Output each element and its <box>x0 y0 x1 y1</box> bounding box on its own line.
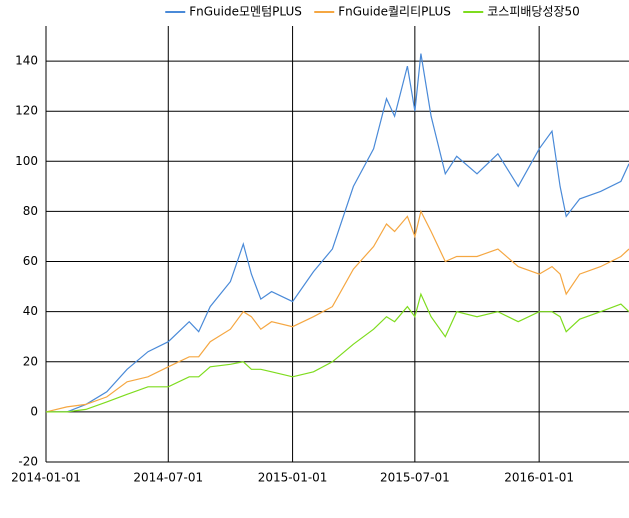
y-tick-label: 120 <box>15 104 38 118</box>
y-tick-label: 40 <box>23 304 38 318</box>
series-line <box>46 53 629 413</box>
x-tick-label: 2015-07-01 <box>380 471 450 485</box>
legend-label: 코스피배당성장50 <box>487 5 580 19</box>
series-line <box>46 292 629 413</box>
y-tick-label: 140 <box>15 54 38 68</box>
x-tick-label: 2016-01-01 <box>504 471 574 485</box>
legend-label: FnGuide퀄리티PLUS <box>338 5 451 19</box>
y-tick-label: 100 <box>15 154 38 168</box>
y-tick-label: 20 <box>23 354 38 368</box>
series-line <box>45 209 629 413</box>
legend-label: FnGuide모멘텀PLUS <box>189 5 302 19</box>
x-tick-label: 2014-01-01 <box>11 471 81 485</box>
x-tick-label: 2014-07-01 <box>133 471 203 485</box>
y-tick-label: 60 <box>23 254 38 268</box>
y-tick-label: 80 <box>23 204 38 218</box>
x-tick-label: 2015-01-01 <box>258 471 328 485</box>
y-tick-label: -20 <box>18 455 38 469</box>
y-tick-label: 0 <box>30 404 38 418</box>
